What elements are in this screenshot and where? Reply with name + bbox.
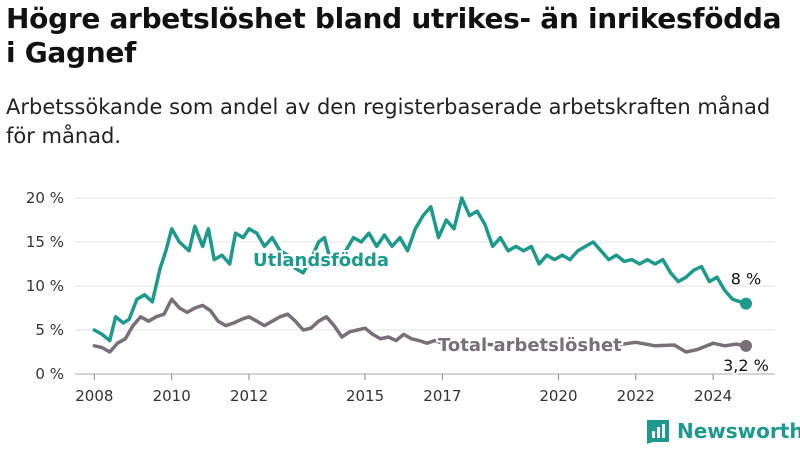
series-label-utlandsfodda: Utlandsfödda	[253, 250, 389, 271]
end-label-total: 3,2 %	[723, 356, 769, 375]
y-axis: 0 % 5 % 10 % 15 % 20 %	[26, 189, 64, 383]
series-line-utlandsf-dda	[92, 196, 748, 343]
newsworthy-logo[interactable]: Newsworthy	[645, 418, 800, 444]
series-group	[92, 196, 752, 354]
y-tick-label: 10 %	[26, 277, 64, 295]
series-line-total-arbetsl-shet	[92, 297, 748, 354]
series-label-total: Total arbetslöshet	[438, 335, 622, 356]
y-tick-label: 5 %	[35, 321, 64, 339]
y-tick-label: 0 %	[35, 365, 64, 383]
x-tick-label: 2017	[423, 387, 461, 405]
y-tick-label: 20 %	[26, 189, 64, 207]
x-tick-label: 2020	[539, 387, 577, 405]
chart-title: Högre arbetslöshet bland utrikes- än inr…	[6, 2, 782, 69]
x-tick-label: 2015	[346, 387, 384, 405]
end-point-total-arbetsl-shet	[739, 339, 752, 352]
x-tick-label: 2010	[153, 387, 191, 405]
y-tick-label: 15 %	[26, 233, 64, 251]
logo-text: Newsworthy	[677, 419, 800, 443]
x-tick-label: 2024	[694, 387, 732, 405]
chart-subtitle: Arbetssökande som andel av den registerb…	[6, 95, 771, 148]
grid-lines	[75, 197, 775, 375]
newsworthy-logo-icon	[647, 420, 669, 444]
x-tick-label: 2022	[617, 387, 655, 405]
series-labels: Utlandsfödda Total arbetslöshet 8 % 3,2 %	[251, 248, 770, 376]
end-label-utlandsfodda: 8 %	[731, 270, 761, 289]
x-tick-label: 2008	[75, 387, 113, 405]
x-axis: 2008 2010 2012 2015 2017 2020 2022 2024	[75, 374, 732, 405]
end-point-utlandsf-dda	[739, 297, 752, 310]
x-tick-label: 2012	[230, 387, 268, 405]
